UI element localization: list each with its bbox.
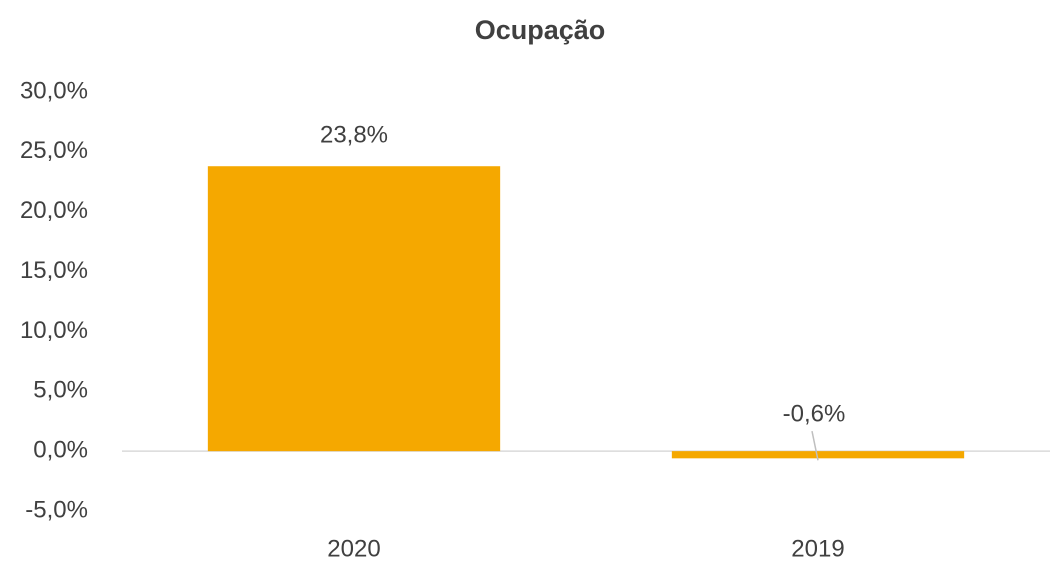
value-label: 23,8% bbox=[320, 122, 388, 149]
y-tick-label: 10,0% bbox=[20, 317, 88, 344]
y-tick-label: 20,0% bbox=[20, 197, 88, 224]
bar bbox=[671, 451, 965, 459]
bar bbox=[207, 166, 501, 452]
x-tick-label: 2020 bbox=[327, 535, 380, 562]
y-tick-label: 5,0% bbox=[33, 377, 88, 404]
y-tick-label: 15,0% bbox=[20, 257, 88, 284]
y-tick-label: 30,0% bbox=[20, 77, 88, 104]
y-tick-label: 25,0% bbox=[20, 137, 88, 164]
chart-title: Ocupação bbox=[475, 15, 606, 45]
y-tick-label: -5,0% bbox=[25, 496, 88, 523]
value-label: -0,6% bbox=[783, 400, 846, 427]
y-tick-label: 0,0% bbox=[33, 436, 88, 463]
x-tick-label: 2019 bbox=[791, 535, 844, 562]
leader-line bbox=[811, 430, 819, 461]
